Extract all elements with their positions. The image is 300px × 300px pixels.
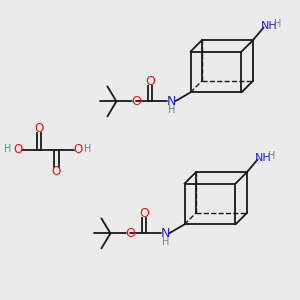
Text: H: H bbox=[162, 237, 169, 247]
Text: O: O bbox=[131, 95, 141, 108]
Text: O: O bbox=[13, 142, 22, 156]
Text: H: H bbox=[268, 151, 275, 161]
Text: O: O bbox=[125, 227, 135, 240]
Text: O: O bbox=[140, 207, 149, 220]
Text: H: H bbox=[274, 19, 281, 29]
Text: O: O bbox=[52, 165, 61, 178]
Text: O: O bbox=[146, 75, 155, 88]
Text: H: H bbox=[4, 144, 12, 154]
Text: NH: NH bbox=[261, 21, 278, 31]
Text: N: N bbox=[167, 95, 177, 108]
Text: O: O bbox=[73, 142, 82, 156]
Text: H: H bbox=[84, 144, 91, 154]
Text: NH: NH bbox=[255, 153, 272, 163]
Text: O: O bbox=[34, 122, 43, 135]
Text: N: N bbox=[161, 227, 171, 240]
Text: H: H bbox=[168, 105, 175, 115]
